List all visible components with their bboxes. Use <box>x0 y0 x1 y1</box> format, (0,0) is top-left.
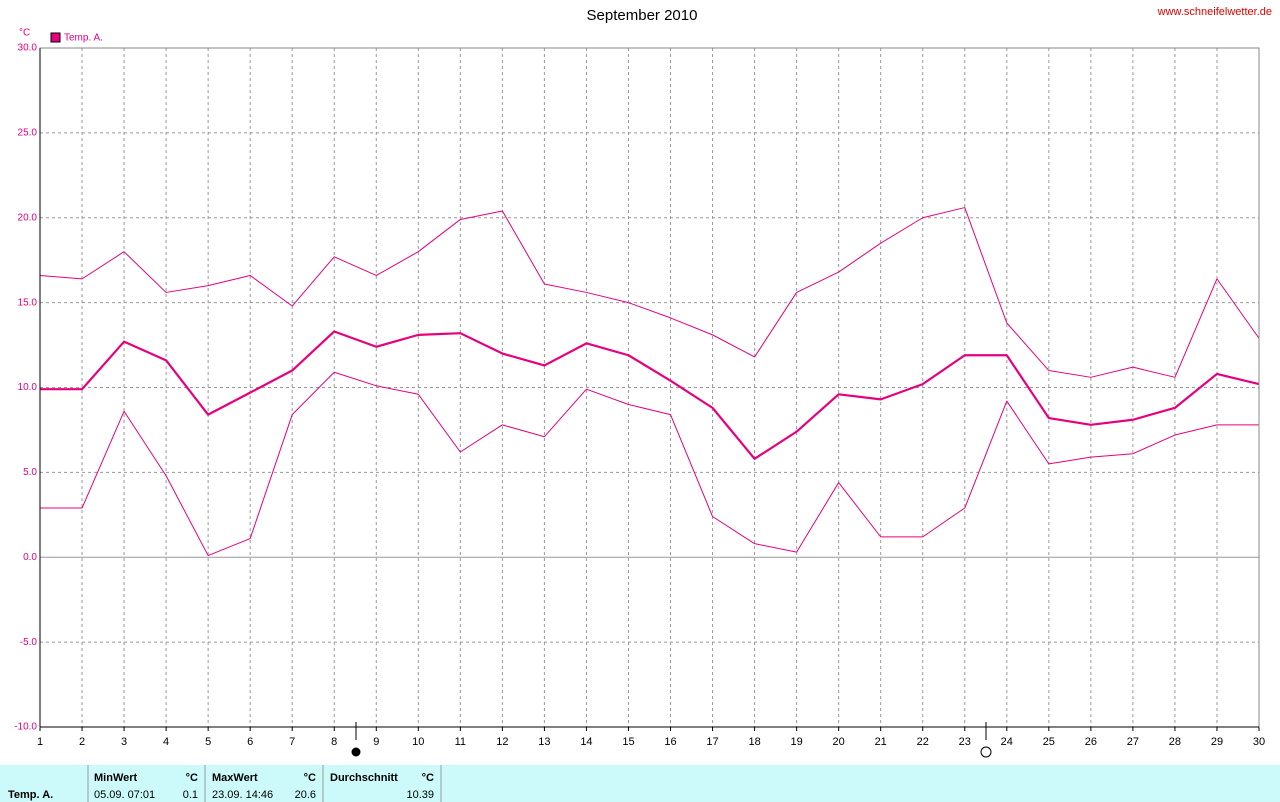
stats-panel <box>0 765 1280 802</box>
source: www.schneifelwetter.de <box>1157 6 1272 18</box>
x-tick-label: 2 <box>79 736 85 748</box>
series-line <box>40 371 1259 557</box>
x-tick-label: 28 <box>1169 736 1181 748</box>
full-moon-icon <box>351 747 361 757</box>
y-tick-label: -10.0 <box>14 722 37 733</box>
x-tick-label: 21 <box>875 736 887 748</box>
stats-header: Durchschnitt <box>330 772 398 784</box>
stats-unit: °C <box>422 772 434 784</box>
y-tick-label: 0.0 <box>23 552 37 563</box>
x-tick-label: 7 <box>289 736 295 748</box>
x-tick-label: 27 <box>1127 736 1139 748</box>
stats-when: 23.09. 14:46 <box>212 789 273 801</box>
series-line <box>40 330 1260 460</box>
stats-value: 0.1 <box>183 789 198 801</box>
x-tick-label: 13 <box>538 736 550 748</box>
x-tick-label: 3 <box>121 736 127 748</box>
x-tick-label: 10 <box>412 736 424 748</box>
x-tick-label: 24 <box>1001 736 1013 748</box>
x-tick-label: 23 <box>959 736 971 748</box>
stats-value: 10.39 <box>406 789 434 801</box>
stats-unit: °C <box>186 772 198 784</box>
stats-unit: °C <box>304 772 316 784</box>
x-tick-label: 15 <box>622 736 634 748</box>
y-tick-label: -5.0 <box>20 637 38 648</box>
x-tick-label: 19 <box>790 736 802 748</box>
x-tick-label: 17 <box>706 736 718 748</box>
stats-header: MaxWert <box>212 772 258 784</box>
chart-title: September 2010 <box>587 7 698 24</box>
y-tick-label: 5.0 <box>23 467 37 478</box>
y-tick-label: 15.0 <box>18 297 38 308</box>
y-tick-label: 10.0 <box>18 382 38 393</box>
stats-when: 05.09. 07:01 <box>94 789 155 801</box>
x-tick-label: 29 <box>1211 736 1223 748</box>
y-axis-label: °C <box>19 28 30 39</box>
x-tick-label: 12 <box>496 736 508 748</box>
x-tick-label: 18 <box>748 736 760 748</box>
x-tick-label: 11 <box>455 736 466 748</box>
x-tick-label: 9 <box>373 736 379 748</box>
x-tick-label: 30 <box>1253 736 1265 748</box>
x-tick-label: 25 <box>1043 736 1055 748</box>
x-tick-label: 8 <box>331 736 337 748</box>
y-tick-label: 20.0 <box>18 212 38 223</box>
x-tick-label: 22 <box>917 736 929 748</box>
x-tick-label: 14 <box>580 736 592 748</box>
x-tick-label: 5 <box>205 736 211 748</box>
y-tick-label: 25.0 <box>18 128 38 139</box>
x-tick-label: 6 <box>247 736 253 748</box>
stats-header: MinWert <box>94 772 138 784</box>
new-moon-icon <box>980 746 992 758</box>
stats-value: 20.6 <box>295 789 316 801</box>
plot: -10.0-5.00.05.010.015.020.025.030.01 2 3 4 5… <box>14 43 1265 748</box>
stats-label: Temp. A. <box>8 789 53 801</box>
series-line <box>39 207 1260 378</box>
x-tick-label: 20 <box>833 736 845 748</box>
y-tick-label: 30.0 <box>18 43 38 54</box>
x-tick-label: 26 <box>1085 736 1097 748</box>
x-tick-label: 1 <box>37 736 43 748</box>
x-tick-label: 16 <box>664 736 676 748</box>
legend-swatch <box>50 32 61 43</box>
x-tick-label: 4 <box>163 736 169 748</box>
legend-label: Temp. A. <box>64 33 103 44</box>
